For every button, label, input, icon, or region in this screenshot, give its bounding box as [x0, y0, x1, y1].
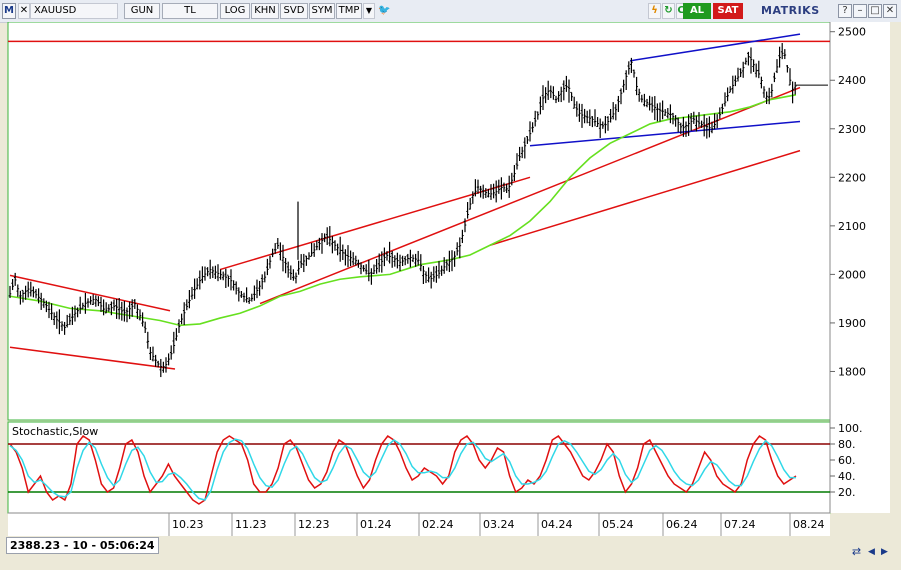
- channel-line: [9, 346, 176, 370]
- toolbar: M ✕ XAUUSD GUN TL LOG KHN SVD SYM TMP ▼ …: [0, 0, 901, 23]
- price-axis: [830, 22, 890, 513]
- status-readout: 2388.23 - 10 - 05:06:24: [6, 537, 159, 554]
- stoch-d-line: [9, 438, 796, 501]
- scroll-left-icon[interactable]: ◀: [868, 547, 875, 557]
- symbol-field[interactable]: XAUUSD: [30, 3, 118, 19]
- time-tick-label: 04.24: [541, 518, 573, 531]
- stoch-tick-label: 60.: [838, 454, 856, 467]
- close-symbol-icon[interactable]: ✕: [18, 3, 30, 19]
- time-tick-label: 08.24: [793, 518, 825, 531]
- stoch-tick-label: 20.: [838, 486, 856, 499]
- time-tick-label: 01.24: [360, 518, 392, 531]
- svd-button[interactable]: SVD: [280, 3, 308, 19]
- app-badge[interactable]: M: [2, 3, 16, 19]
- price-tick-label: 2400: [838, 74, 866, 87]
- time-tick-label: 11.23: [235, 518, 267, 531]
- stoch-tick-label: 100.: [838, 422, 863, 435]
- sync-icon[interactable]: ⇄: [851, 545, 862, 558]
- wedge-line: [629, 33, 801, 62]
- channel-line: [489, 149, 801, 246]
- price-tick-label: 2300: [838, 123, 866, 136]
- scroll-right-icon[interactable]: ▶: [881, 547, 888, 557]
- time-tick-label: 02.24: [422, 518, 454, 531]
- price-tick-label: 2100: [838, 220, 866, 233]
- time-tick-label: 10.23: [172, 518, 204, 531]
- time-tick-label: 06.24: [666, 518, 698, 531]
- price-tick-label: 2000: [838, 268, 866, 281]
- matriks-logo: MATRIKS: [761, 4, 820, 17]
- period-button[interactable]: GUN: [124, 3, 160, 19]
- time-tick-label: 05.24: [602, 518, 634, 531]
- tmp-button[interactable]: TMP: [336, 3, 362, 19]
- price-tick-label: 2200: [838, 171, 866, 184]
- channel-line: [9, 274, 171, 312]
- stoch-k-line: [9, 434, 797, 505]
- refresh-icon[interactable]: ↻: [662, 3, 675, 19]
- right-scrollbar[interactable]: [890, 22, 901, 536]
- maximize-icon[interactable]: □: [868, 4, 882, 18]
- help-icon[interactable]: ?: [838, 4, 852, 18]
- stoch-tick-label: 80.: [838, 438, 856, 451]
- price-tick-label: 1900: [838, 317, 866, 330]
- price-tick-label: 1800: [838, 365, 866, 378]
- price-panel: [7, 22, 831, 421]
- twitter-icon[interactable]: 🐦: [378, 5, 391, 16]
- close-icon[interactable]: ✕: [883, 4, 897, 18]
- minimize-icon[interactable]: –: [853, 4, 867, 18]
- chart-svg: 1800 1900 2000 2100 2200 2300 2400 2500 20. 40. 60…: [7, 22, 901, 536]
- tmp-dropdown-icon[interactable]: ▼: [363, 3, 375, 19]
- log-button[interactable]: LOG: [220, 3, 250, 19]
- price-tick-label: 2500: [838, 26, 866, 39]
- sym-button[interactable]: SYM: [309, 3, 335, 19]
- stochastic-title: Stochastic,Slow: [12, 425, 98, 438]
- sell-button[interactable]: SAT: [713, 3, 743, 19]
- stochastic-panel: [7, 421, 831, 514]
- time-tick-label: 12.23: [298, 518, 330, 531]
- buy-button[interactable]: AL: [683, 3, 711, 19]
- currency-button[interactable]: TL: [162, 3, 218, 19]
- wedge-line: [529, 120, 801, 147]
- lightning-icon[interactable]: ϟ: [648, 3, 661, 19]
- stoch-tick-label: 40.: [838, 470, 856, 483]
- khn-button[interactable]: KHN: [251, 3, 279, 19]
- time-tick-label: 03.24: [483, 518, 515, 531]
- time-tick-label: 07.24: [724, 518, 756, 531]
